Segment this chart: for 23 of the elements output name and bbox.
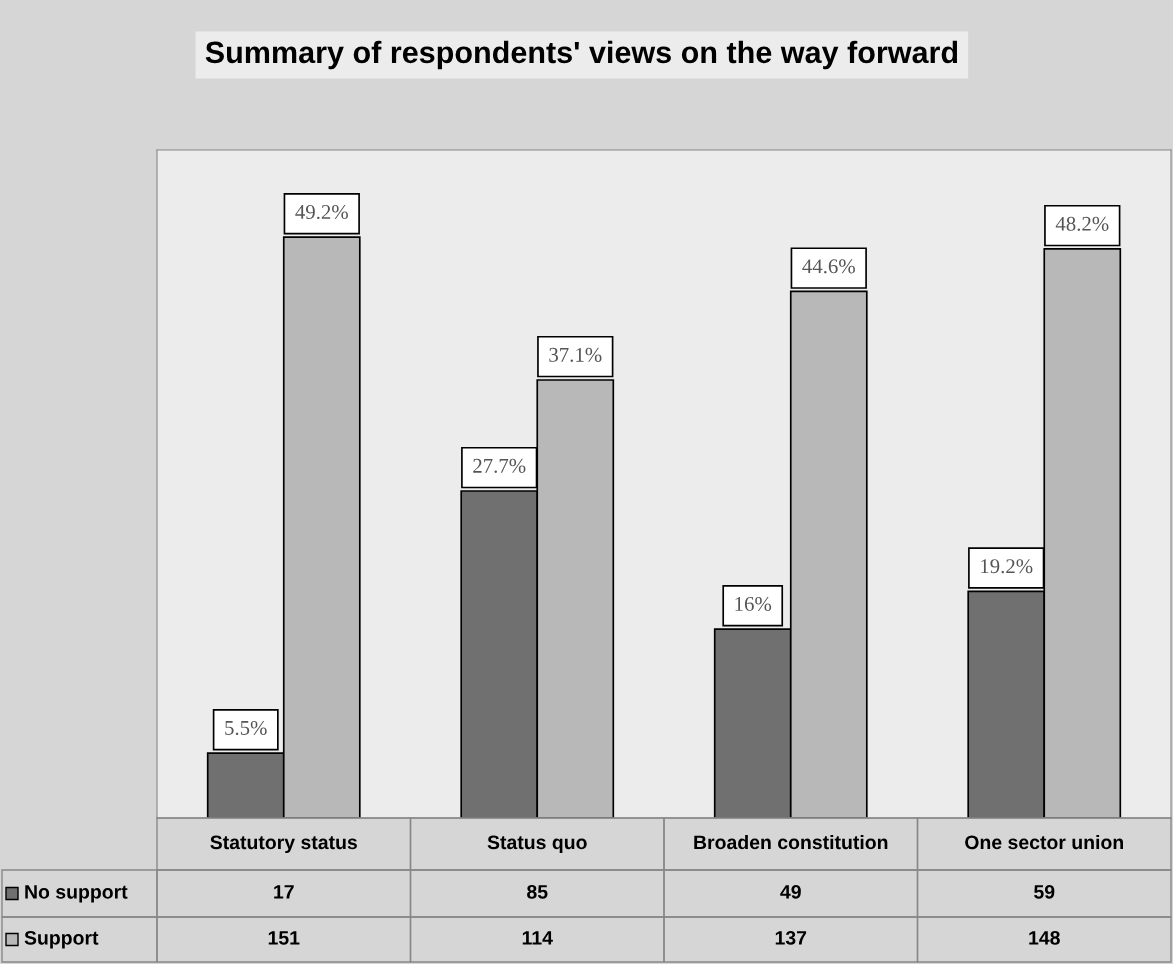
data-label: 5.5% xyxy=(225,720,267,736)
text: 137 xyxy=(775,930,807,945)
data-label: 16% xyxy=(735,596,772,612)
text: 17 xyxy=(274,885,294,899)
data-label: 27.7% xyxy=(473,458,526,473)
x-tick-label: Statutory status xyxy=(210,835,357,854)
text: 148 xyxy=(1029,930,1060,945)
data-label: 37.1% xyxy=(549,347,602,362)
x-tick-label: Status quo xyxy=(487,835,587,854)
data-label: 48.2% xyxy=(1055,216,1109,231)
data-label: 49.2% xyxy=(295,204,348,220)
text: 114 xyxy=(522,931,553,945)
text: 59 xyxy=(1034,884,1055,899)
legend-label: Support xyxy=(24,930,99,949)
chart-title: Summary of respondents' views on the way forward xyxy=(205,40,958,70)
x-tick-label: Broaden constitution xyxy=(694,834,888,850)
text: 49 xyxy=(780,884,801,899)
data-label: 44.6% xyxy=(802,259,855,274)
x-tick-label: One sector union xyxy=(965,834,1123,850)
legend-label: No support xyxy=(25,885,128,903)
text: 85 xyxy=(527,884,548,899)
text: 151 xyxy=(268,931,300,945)
data-label: 19.2% xyxy=(981,559,1033,574)
